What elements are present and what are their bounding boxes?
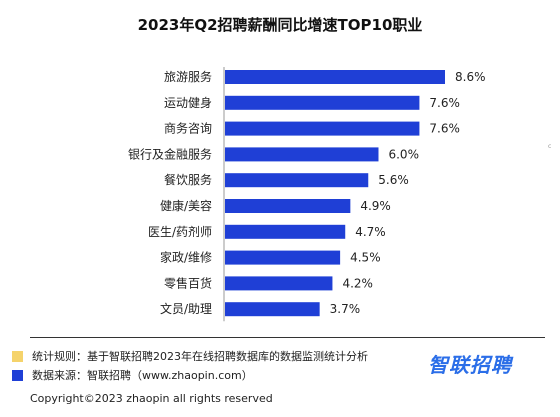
- value-label: 8.6%: [455, 70, 486, 84]
- zhaopin-logo: 智联招聘: [428, 353, 512, 377]
- value-label: 7.6%: [429, 96, 460, 110]
- source-note: 数据来源：智联招聘（www.zhaopin.com）: [12, 367, 253, 383]
- source-note-text: 数据来源：智联招聘（www.zhaopin.com）: [32, 369, 253, 382]
- bar: [225, 173, 369, 188]
- bar: [225, 121, 420, 136]
- bar: [225, 70, 445, 84]
- rule-swatch: [12, 350, 23, 362]
- value-label: 7.6%: [429, 122, 460, 136]
- bar: [225, 224, 346, 239]
- bar-chart: 旅游服务 8.6% 运动健身 7.6% 商务咨询 7.6% 银行及金融服务 6.0% 餐饮服务 5…: [128, 67, 486, 322]
- value-label: 4.7%: [355, 225, 386, 239]
- value-label: 3.7%: [330, 302, 361, 316]
- value-label: 4.2%: [342, 276, 373, 290]
- category-label: 餐饮服务: [164, 172, 212, 187]
- bar: [225, 199, 351, 213]
- bar: [225, 302, 320, 317]
- category-label: 商务咨询: [164, 121, 212, 136]
- bar: [225, 250, 341, 265]
- category-label: 家政/维修: [160, 250, 212, 265]
- value-label: 4.9%: [360, 199, 391, 213]
- category-label: 健康/美容: [160, 198, 212, 213]
- footer-divider: [30, 337, 545, 338]
- bar: [225, 276, 333, 291]
- bar: [225, 95, 420, 110]
- category-label: 零售百货: [164, 275, 212, 290]
- source-swatch: [12, 369, 23, 381]
- rule-note-text: 统计规则：基于智联招聘2023年在线招聘数据库的数据监测统计分析: [32, 350, 368, 363]
- value-label: 4.5%: [350, 251, 381, 265]
- category-label: 医生/药剂师: [148, 224, 212, 239]
- category-label: 银行及金融服务: [128, 146, 212, 161]
- category-label: 运动健身: [164, 95, 212, 110]
- bar: [225, 147, 379, 162]
- corner-mark: c: [548, 143, 552, 150]
- rule-note: 统计规则：基于智联招聘2023年在线招聘数据库的数据监测统计分析: [12, 348, 368, 364]
- category-label: 文员/助理: [160, 301, 212, 316]
- category-label: 旅游服务: [164, 69, 212, 84]
- chart-title: 2023年Q2招聘薪酬同比增速TOP10职业: [137, 16, 423, 34]
- copyright-text: Copyright©2023 zhaopin all rights reserv…: [30, 392, 273, 405]
- value-label: 6.0%: [388, 147, 419, 161]
- value-label: 5.6%: [378, 173, 409, 187]
